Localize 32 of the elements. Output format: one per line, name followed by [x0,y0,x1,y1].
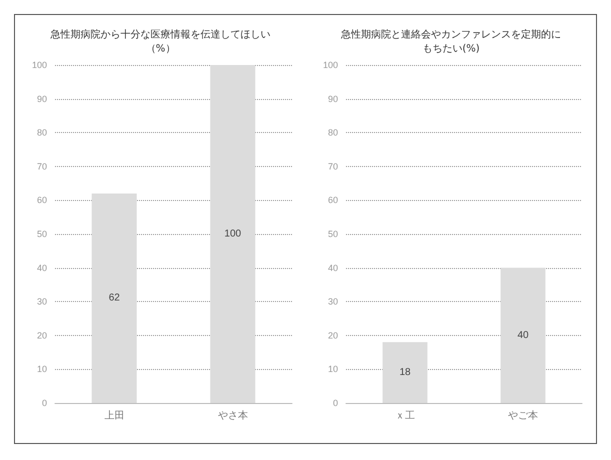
y-tick-label: 60 [36,195,47,206]
y-tick-label: 70 [328,161,338,172]
y-tick-label: 60 [328,195,338,206]
x-tick-label: やご本 [508,410,538,422]
y-tick-label: 10 [36,364,47,374]
x-tick-label: やさ本 [218,410,248,422]
y-tick-label: 50 [328,229,338,239]
y-tick-label: 100 [32,60,47,70]
y-tick-label: 0 [42,398,47,408]
y-tick-label: 90 [36,94,47,104]
data-label: 62 [108,292,120,304]
y-tick-label: 40 [328,262,338,273]
y-tick-label: 50 [36,229,47,239]
y-tick-label: 20 [328,330,338,340]
chart-title: 急性期病院と連絡会やカンファレンスを定期的にもちたい(%) [340,28,561,54]
y-tick-label: 0 [332,398,338,408]
x-tick-label: ｘ工 [395,410,415,422]
y-tick-label: 40 [36,262,47,273]
chart-title: 急性期病院から十分な医療情報を伝達してほしい（%） [50,28,270,54]
y-tick-label: 30 [36,296,47,307]
x-tick-label: 上田 [104,410,124,422]
y-tick-label: 100 [322,60,338,70]
y-tick-label: 80 [328,128,338,138]
y-tick-label: 30 [328,296,338,307]
y-tick-label: 90 [328,94,338,104]
data-label: 100 [224,228,242,240]
y-tick-label: 70 [36,161,47,172]
y-tick-label: 80 [36,128,47,138]
y-tick-label: 10 [328,364,338,374]
data-label: 18 [399,367,411,378]
y-tick-label: 20 [36,330,47,340]
data-label: 40 [517,330,529,341]
